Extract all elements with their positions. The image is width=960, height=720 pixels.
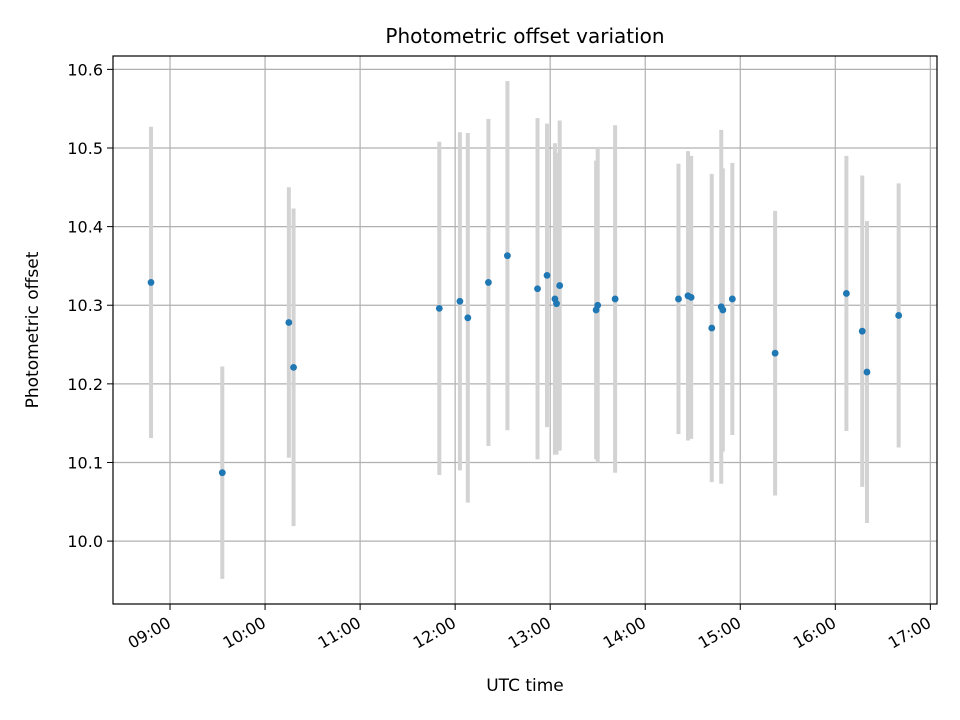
data-point (534, 285, 541, 293)
data-point (687, 293, 695, 301)
data-point (456, 297, 464, 305)
data-point (771, 349, 779, 357)
x-tick-label: 15:00 (695, 613, 744, 653)
data-point (719, 306, 727, 314)
x-tick-label: 10:00 (220, 613, 269, 653)
grid-lines (113, 56, 937, 604)
data-point (290, 363, 297, 371)
chart-title: Photometric offset variation (385, 24, 664, 48)
x-tick-label: 14:00 (600, 613, 649, 653)
data-point (543, 271, 551, 279)
x-axis-label: UTC time (486, 676, 564, 696)
data-point (504, 252, 511, 260)
y-tick-label: 10.6 (67, 60, 103, 79)
data-point (147, 279, 155, 286)
x-tick-label: 17:00 (885, 613, 934, 653)
y-tick-label: 10.2 (67, 375, 103, 394)
data-point (464, 314, 472, 322)
x-tick-label: 09:00 (125, 613, 174, 653)
data-point (553, 300, 560, 308)
data-point (556, 282, 564, 289)
x-tick-label: 13:00 (505, 613, 554, 653)
data-point (611, 295, 619, 303)
y-axis-label: Photometric offset (23, 251, 43, 408)
y-tick-label: 10.4 (67, 218, 103, 237)
x-tick-label: 12:00 (410, 613, 459, 653)
data-point (708, 324, 716, 332)
y-tick-label: 10.5 (67, 139, 103, 158)
y-tick-label: 10.0 (67, 532, 103, 551)
data-point (863, 368, 871, 376)
x-tick-label: 16:00 (790, 613, 839, 653)
plot-frame (112, 55, 938, 605)
data-point (218, 469, 226, 477)
data-point (675, 295, 682, 303)
y-tick-label: 10.3 (67, 296, 103, 315)
x-tick-label: 11:00 (315, 613, 364, 653)
error-bars (149, 81, 901, 579)
data-point (485, 279, 492, 286)
y-axis-ticks: 10.0 10.1 10.2 10.3 10.4 10.5 10.6 (67, 60, 113, 551)
y-tick-label: 10.1 (67, 453, 103, 472)
x-axis-ticks: 09:00 10:00 11:00 12:00 13:00 14:00 15:00 16:00… (125, 604, 934, 653)
data-point (842, 290, 850, 297)
data-point (858, 327, 866, 335)
data-point (728, 295, 736, 303)
data-points (147, 252, 903, 477)
data-point (895, 312, 903, 319)
data-point (435, 304, 443, 312)
data-point (285, 319, 293, 326)
data-point (594, 301, 602, 309)
